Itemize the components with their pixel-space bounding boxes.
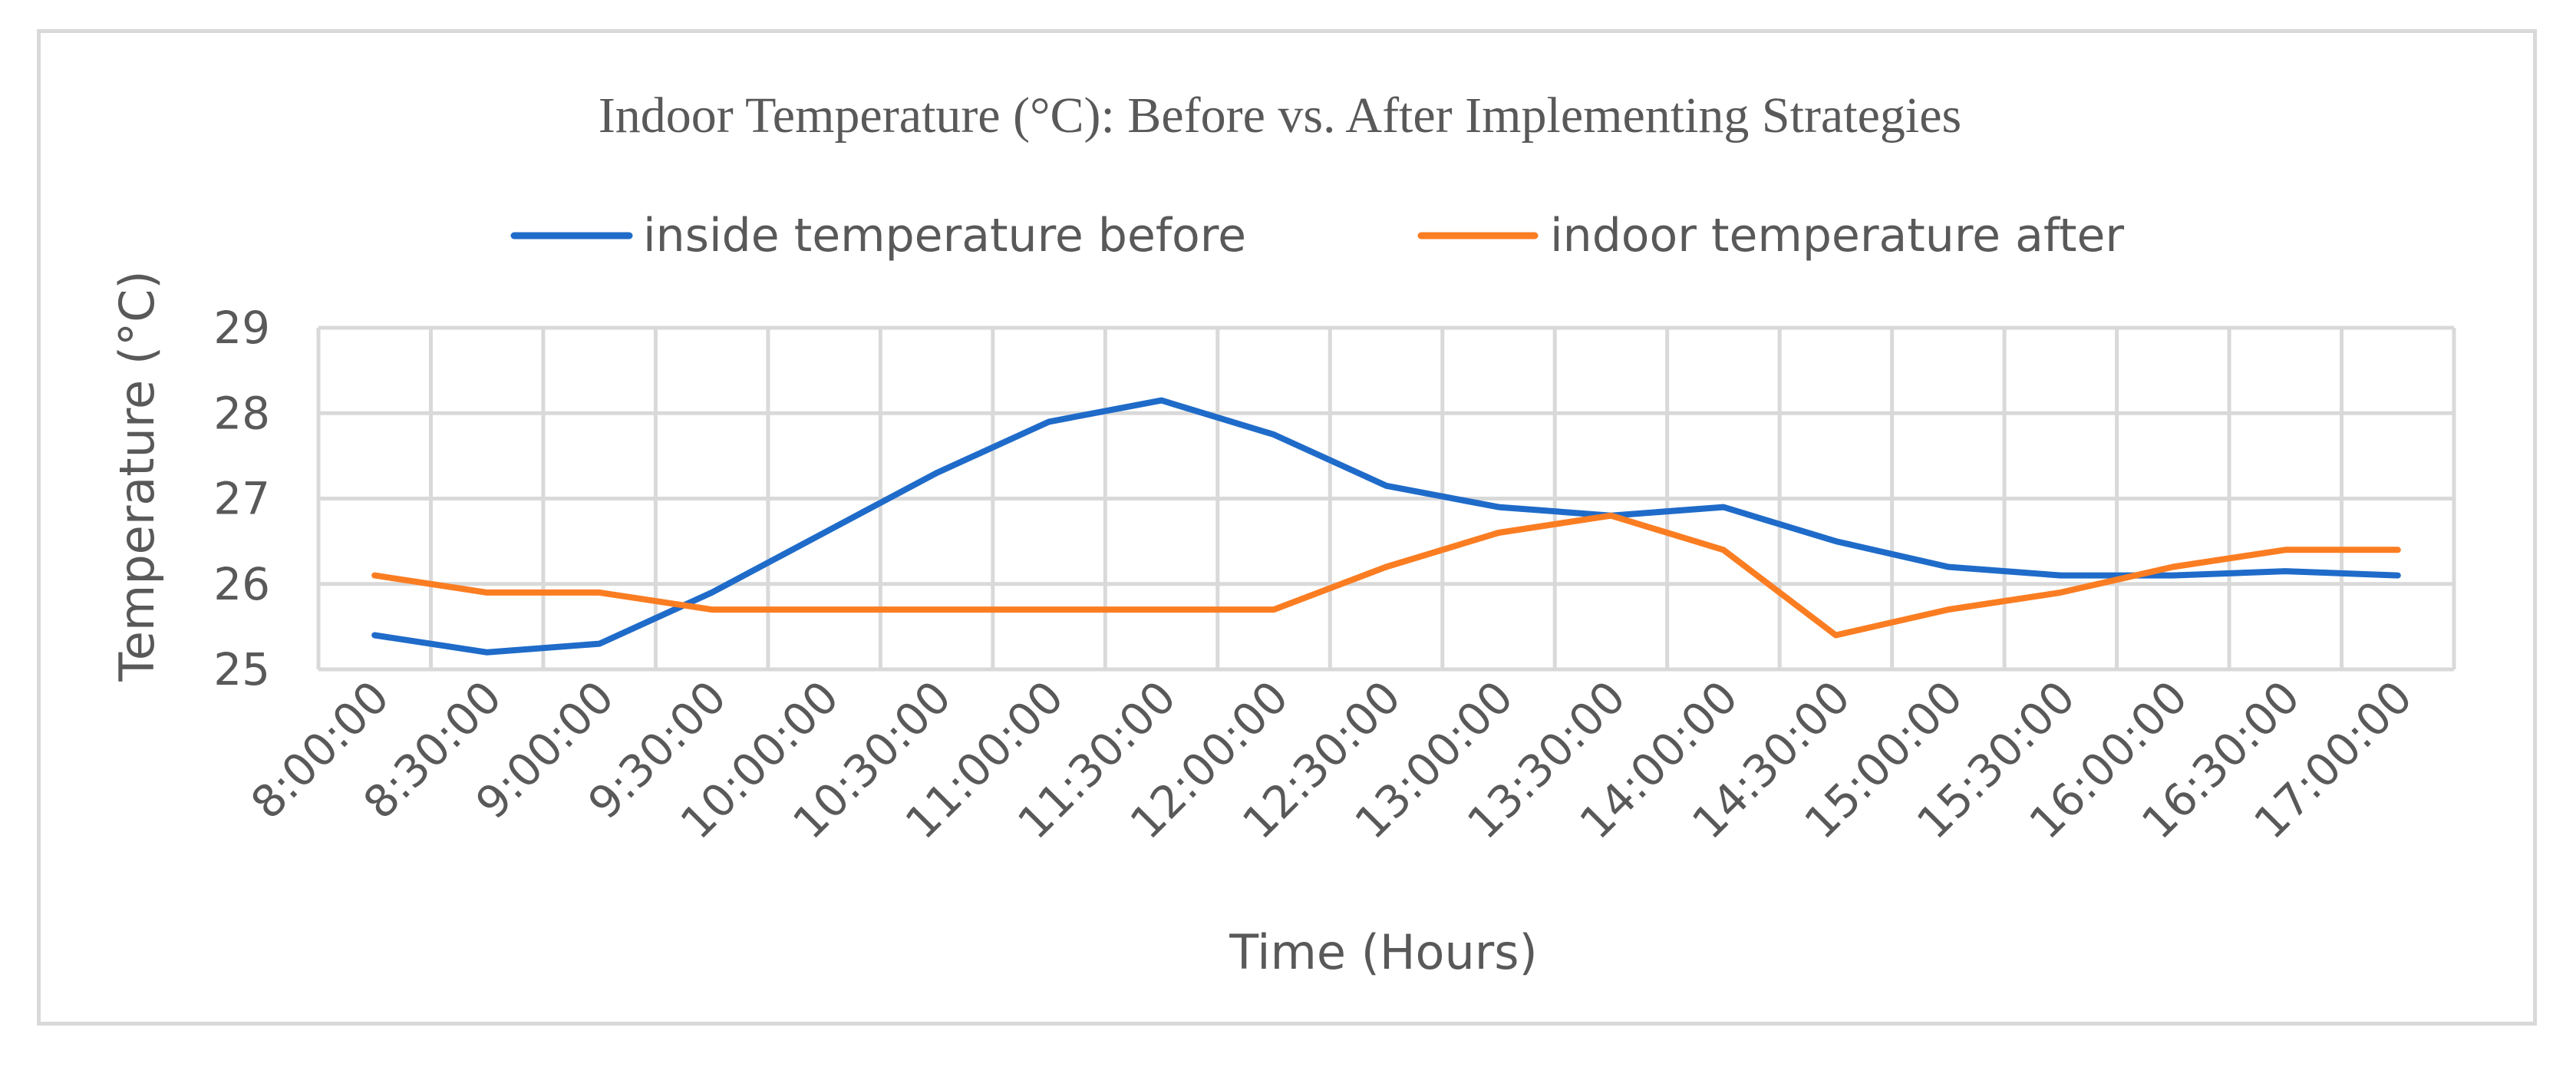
y-tick-label: 27: [213, 473, 270, 525]
data-point-before: [484, 649, 490, 656]
data-point-after: [2057, 590, 2063, 596]
data-point-before: [2282, 568, 2288, 574]
data-point-after: [1496, 530, 1502, 536]
y-axis-title: Temperature (°C): [109, 270, 165, 682]
data-point-before: [371, 633, 378, 639]
data-point-before: [1046, 418, 1052, 424]
data-point-after: [1046, 606, 1052, 613]
data-point-before: [2170, 573, 2176, 579]
series-line-after: [371, 512, 2401, 639]
data-point-after: [709, 606, 715, 613]
chart-title: Indoor Temperature (°C): Before vs. Afte…: [599, 88, 1961, 144]
legend-label-after: indoor temperature after: [1550, 209, 2124, 263]
data-point-after: [821, 606, 827, 613]
legend-label-before: inside temperature before: [643, 209, 1246, 263]
data-point-before: [1496, 504, 1502, 510]
series-line-before: [371, 397, 2401, 656]
data-point-after: [1945, 606, 1951, 613]
data-point-after: [2170, 564, 2176, 570]
data-point-before: [596, 641, 602, 647]
data-point-after: [596, 590, 602, 596]
data-point-before: [1832, 538, 1839, 544]
legend: inside temperature before indoor tempera…: [510, 209, 2124, 263]
data-point-before: [1271, 431, 1277, 438]
data-point-after: [1384, 564, 1390, 570]
data-point-before: [1720, 504, 1727, 510]
data-point-after: [1832, 633, 1839, 639]
data-point-before: [1945, 564, 1951, 570]
data-point-after: [2395, 547, 2401, 553]
data-point-after: [1271, 606, 1277, 613]
data-point-after: [484, 590, 490, 596]
data-point-before: [934, 470, 940, 476]
data-point-before: [821, 530, 827, 536]
data-point-after: [2282, 547, 2288, 553]
data-point-before: [709, 590, 715, 596]
chart-frame: [37, 29, 2537, 1026]
data-point-before: [1159, 398, 1165, 404]
series-lines: [371, 397, 2401, 656]
x-axis-ticks: 8:00:008:30:009:00:009:30:0010:00:0010:3…: [241, 671, 2423, 849]
y-tick-label: 29: [213, 302, 270, 354]
data-point-after: [934, 606, 940, 613]
data-point-after: [1608, 513, 1614, 519]
data-point-before: [2395, 573, 2401, 579]
y-tick-label: 28: [213, 387, 270, 439]
x-axis-title: Time (Hours): [1229, 924, 1537, 980]
data-point-before: [2057, 573, 2063, 579]
data-point-after: [1720, 547, 1727, 553]
y-tick-label: 26: [213, 558, 270, 610]
gridlines: [316, 325, 2456, 672]
y-axis-ticks: 25 26 27 28 29: [213, 302, 270, 695]
y-tick-label: 25: [213, 643, 270, 695]
data-point-after: [1159, 606, 1165, 613]
data-point-after: [371, 573, 378, 579]
data-point-before: [1384, 483, 1390, 489]
